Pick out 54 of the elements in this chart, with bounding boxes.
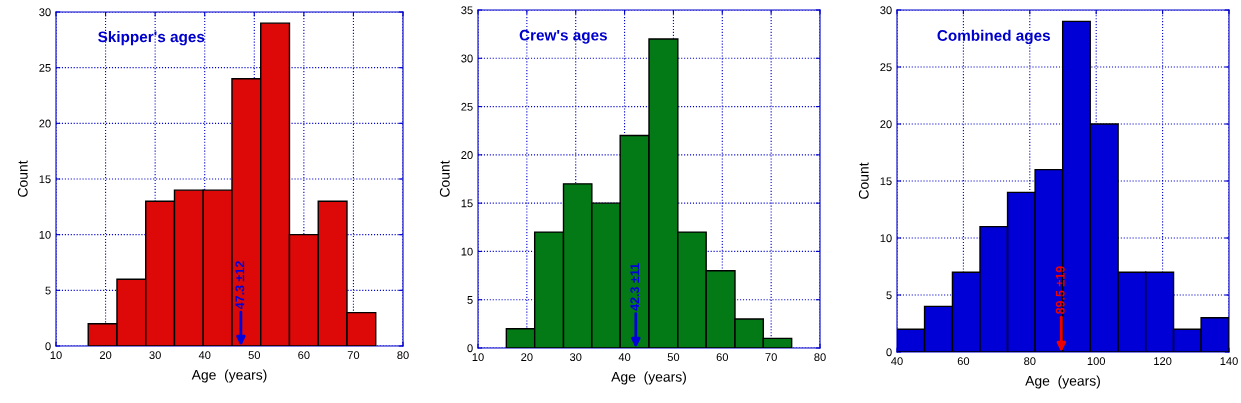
x-tick-label: 70: [347, 351, 360, 360]
y-tick-label: 15: [39, 175, 51, 184]
x-tick-label: 60: [716, 353, 729, 362]
y-tick-label: 15: [880, 177, 892, 186]
x-tick-label: 100: [1087, 357, 1106, 366]
y-tick-label: 0: [886, 348, 892, 357]
x-tick-label: 30: [569, 353, 582, 362]
x-tick-label: 30: [149, 351, 161, 360]
x-tick-label: 50: [248, 351, 261, 360]
x-tick-label: 120: [1154, 357, 1172, 366]
x-tick-label: 140: [1220, 357, 1238, 366]
y-tick-label: 5: [886, 291, 892, 300]
y-tick-label: 30: [39, 8, 51, 17]
y-tick-label: 20: [880, 120, 892, 129]
y-tick-label: 25: [39, 63, 51, 72]
y-tick-label: 20: [461, 151, 473, 159]
y-tick-label: 5: [45, 286, 51, 295]
text: Skipper's ages: [98, 30, 205, 46]
x-tick-label: 40: [198, 351, 211, 360]
y-tick-label: 10: [461, 247, 473, 256]
y-tick-label: 35: [461, 6, 473, 15]
x-tick-label: 20: [99, 351, 112, 360]
y-tick-label: 15: [461, 199, 473, 208]
x-tick-label: 80: [1024, 357, 1036, 366]
x-tick-label: 80: [814, 353, 826, 362]
y-tick-label: 5: [467, 296, 473, 304]
y-tick-label: 30: [461, 54, 473, 63]
y-tick-label: 0: [45, 342, 51, 351]
x-tick-label: 70: [765, 353, 777, 362]
y-tick-label: 0: [467, 344, 473, 353]
x-tick-label: 20: [521, 353, 533, 362]
y-tick-label: 25: [461, 102, 473, 111]
y-tick-label: 10: [880, 234, 892, 243]
x-tick-label: 60: [957, 357, 970, 366]
x-axis-title: Age (years): [191, 369, 267, 383]
x-tick-label: 50: [667, 353, 680, 362]
y-tick-label: 10: [39, 230, 51, 239]
x-tick-label: 80: [397, 351, 409, 360]
x-tick-label: 40: [618, 353, 631, 362]
annotation: 42.3 ±11: [630, 263, 640, 311]
y-axis-title: Count: [439, 160, 450, 197]
x-axis-title: Age (years): [1025, 375, 1100, 389]
x-tick-label: 40: [891, 357, 903, 366]
text: Crew's ages: [519, 29, 607, 44]
text: Combined ages: [937, 29, 1050, 45]
y-tick-label: 20: [39, 119, 51, 128]
y-tick-label: 30: [880, 6, 892, 15]
y-axis-title: Count: [17, 160, 28, 197]
x-tick-label: 60: [298, 351, 310, 360]
annotation: 89.5 ±19: [1055, 266, 1065, 314]
y-tick-label: 25: [880, 63, 892, 72]
annotation: 47.3 ±12: [235, 261, 245, 310]
x-axis-title: Age (years): [611, 371, 686, 385]
y-axis-title: Count: [858, 162, 869, 199]
